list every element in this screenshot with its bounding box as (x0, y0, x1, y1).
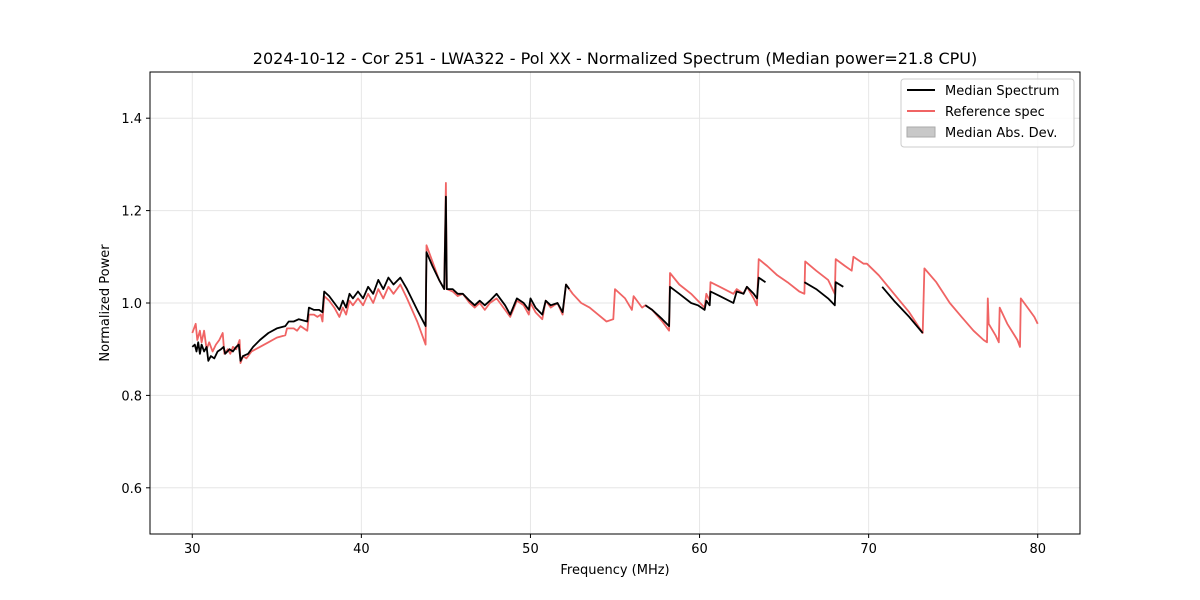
x-axis-label: Frequency (MHz) (560, 563, 669, 578)
x-tick-label: 40 (353, 542, 370, 557)
x-tick-label: 80 (1029, 542, 1046, 557)
series-line-median-spectrum (644, 276, 767, 328)
y-tick-label: 0.8 (121, 389, 142, 404)
chart-title: 2024-10-12 - Cor 251 - LWA322 - Pol XX -… (253, 49, 977, 68)
legend-frame (900, 78, 1075, 148)
x-tick-label: 30 (184, 542, 201, 557)
y-tick-label: 0.6 (121, 482, 142, 497)
axis-ticks: 30 40 50 60 70 80 0.6 0.8 1.0 1.2 1.4 (121, 112, 1046, 557)
series-line-median-spectrum (881, 286, 924, 334)
legend-label-median-abs-dev: Median Abs. Dev. (945, 126, 1057, 141)
series-line-median-spectrum (803, 281, 844, 307)
y-axis-label: Normalized Power (98, 244, 113, 362)
y-tick-label: 1.4 (121, 112, 142, 127)
y-tick-label: 1.0 (121, 297, 142, 312)
y-tick-label: 1.2 (121, 205, 142, 220)
legend-label-median-spectrum: Median Spectrum (945, 84, 1059, 99)
grid-lines (150, 72, 1080, 534)
x-tick-label: 50 (522, 542, 539, 557)
legend-swatch-median-abs-dev (906, 126, 936, 138)
x-tick-label: 70 (860, 542, 877, 557)
legend: Median Spectrum Reference spec Median Ab… (900, 78, 1075, 148)
series-line-median-spectrum (191, 195, 571, 362)
legend-label-reference-spec: Reference spec (945, 105, 1045, 120)
series-lines (191, 181, 1039, 365)
x-tick-label: 60 (691, 542, 708, 557)
